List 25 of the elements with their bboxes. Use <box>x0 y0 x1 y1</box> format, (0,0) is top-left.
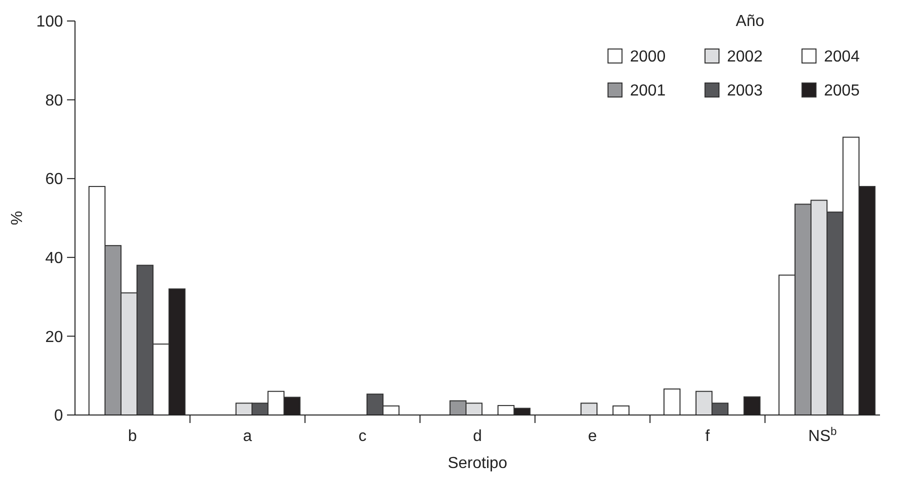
legend-label: 2004 <box>824 48 860 66</box>
y-tick-label: 40 <box>45 250 64 267</box>
legend-label: 2005 <box>824 82 860 100</box>
legend-label: 2001 <box>630 82 666 100</box>
bar <box>580 402 598 416</box>
legend-label: 2003 <box>727 82 763 100</box>
x-tick-label: c <box>358 428 366 445</box>
y-tick-label: 100 <box>36 14 64 31</box>
y-tick-label: 80 <box>45 92 64 110</box>
y-tick-label: 20 <box>45 328 64 346</box>
legend-title: Año <box>736 13 764 30</box>
legend-label: 2002 <box>727 48 763 66</box>
x-tick-label: b <box>128 428 138 445</box>
y-tick-label: 60 <box>45 171 64 188</box>
legend-label: 2000 <box>630 48 666 66</box>
x-tick-label: f <box>705 428 710 445</box>
y-tick-label: 0 <box>54 408 64 425</box>
bar <box>664 388 680 416</box>
y-axis-title: % <box>9 210 26 226</box>
x-tick-label: d <box>473 428 482 445</box>
x-tick-label: a <box>243 428 252 445</box>
bar <box>612 405 630 416</box>
x-axis-title: Serotipo <box>448 455 508 472</box>
x-tick-label: NS$^{b}$ <box>808 426 837 445</box>
x-tick-label: e <box>588 428 598 445</box>
